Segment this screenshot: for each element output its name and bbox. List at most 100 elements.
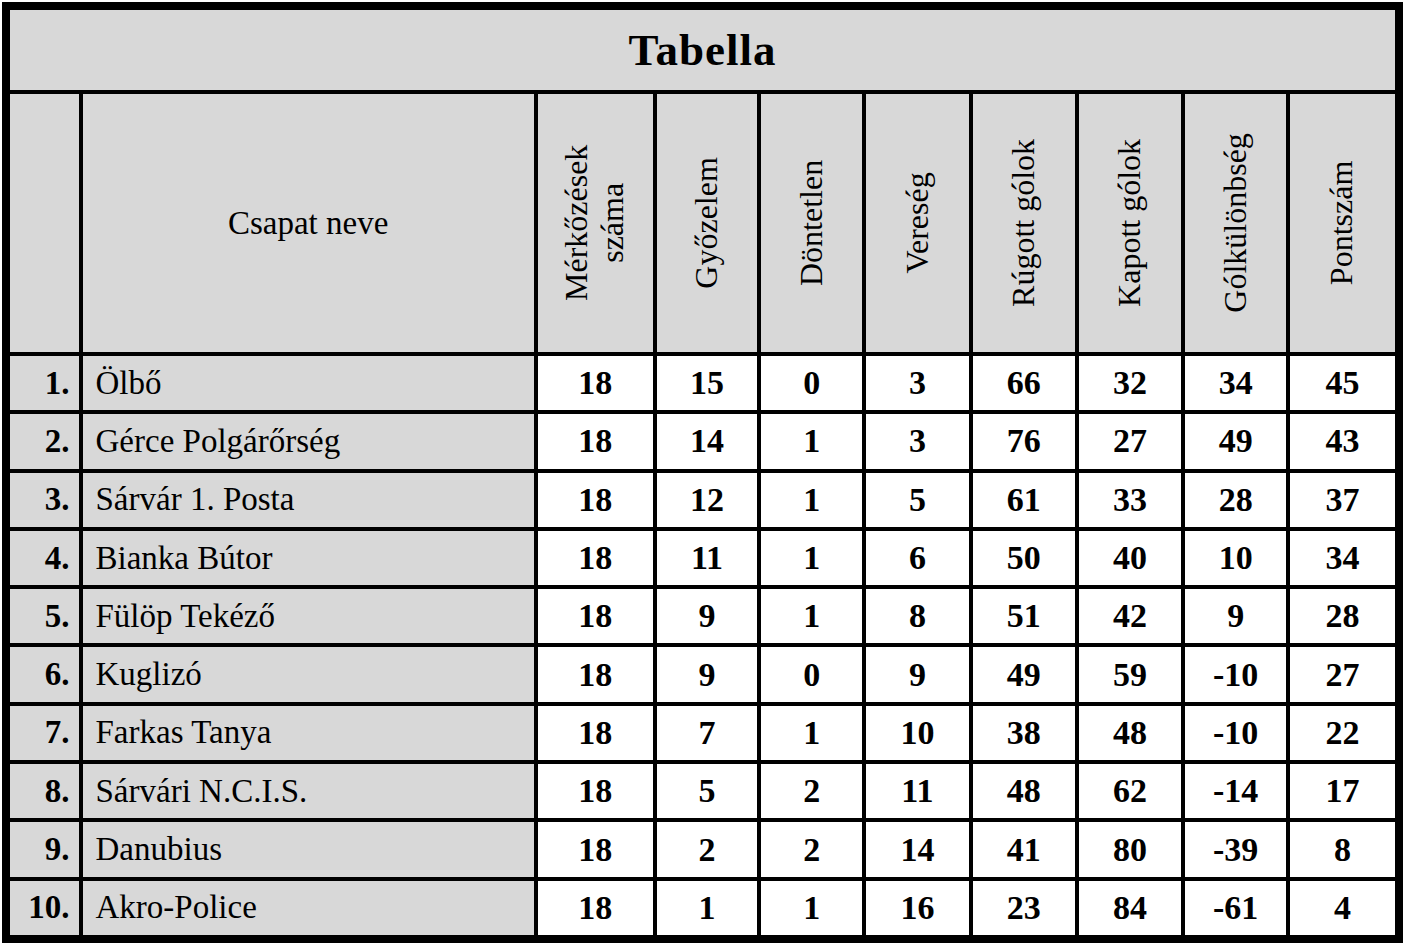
column-header-label: Kapott gólok xyxy=(1112,139,1148,307)
stat-cell: 18 xyxy=(536,879,655,939)
stat-cell: 76 xyxy=(971,412,1077,470)
vertical-text-wrap: Mérkőzések száma xyxy=(538,94,653,352)
stat-cell: 80 xyxy=(1077,820,1184,878)
table-row: 8.Sárvári N.C.I.S.1852114862-1417 xyxy=(6,762,1399,820)
stat-cell: 28 xyxy=(1183,471,1288,529)
stat-cell: 33 xyxy=(1077,471,1184,529)
stat-cell: 8 xyxy=(864,587,971,645)
stat-cell: 2 xyxy=(655,820,760,878)
stat-cell: 17 xyxy=(1288,762,1399,820)
stat-cell: 18 xyxy=(536,529,655,587)
team-name-cell: Kuglizó xyxy=(81,645,536,703)
team-name-cell: Danubius xyxy=(81,820,536,878)
stat-cell: 43 xyxy=(1288,412,1399,470)
stat-cell: 9 xyxy=(1183,587,1288,645)
team-name-header: Csapat neve xyxy=(81,92,536,354)
stat-cell: 62 xyxy=(1077,762,1184,820)
stat-cell: 5 xyxy=(864,471,971,529)
stat-cell: 18 xyxy=(536,704,655,762)
stat-cell: 8 xyxy=(1288,820,1399,878)
stat-cell: 22 xyxy=(1288,704,1399,762)
vertical-text-wrap: Pontszám xyxy=(1290,94,1395,352)
vertical-text-wrap: Kapott gólok xyxy=(1079,94,1182,352)
stat-cell: 2 xyxy=(759,762,864,820)
column-header-label: Döntetlen xyxy=(794,160,830,286)
stat-cell: 48 xyxy=(1077,704,1184,762)
stat-cell: 14 xyxy=(864,820,971,878)
stat-cell: 32 xyxy=(1077,354,1184,412)
rank-cell: 9. xyxy=(6,820,81,878)
document-sheet: Tabella Csapat neve Mérkőzések száma Győz… xyxy=(0,0,1408,943)
stat-cell: 27 xyxy=(1077,412,1184,470)
stat-cell: 1 xyxy=(759,529,864,587)
table-row: 9.Danubius1822144180-398 xyxy=(6,820,1399,878)
stat-cell: 48 xyxy=(971,762,1077,820)
stat-cell: 18 xyxy=(536,587,655,645)
column-header-label: Győzelem xyxy=(689,157,725,289)
column-header-stat-1: Győzelem xyxy=(655,92,760,354)
column-header-stat-0: Mérkőzések száma xyxy=(536,92,655,354)
rank-cell: 6. xyxy=(6,645,81,703)
stat-cell: 9 xyxy=(655,587,760,645)
stat-cell: 18 xyxy=(536,762,655,820)
stat-cell: 1 xyxy=(759,879,864,939)
stat-cell: 45 xyxy=(1288,354,1399,412)
stat-cell: 66 xyxy=(971,354,1077,412)
stat-cell: 37 xyxy=(1288,471,1399,529)
column-header-row: Csapat neve Mérkőzések száma Győzelem Dönt… xyxy=(6,92,1399,354)
stat-cell: -39 xyxy=(1183,820,1288,878)
table-row: 5.Fülöp Tekéző189185142928 xyxy=(6,587,1399,645)
column-header-stat-6: Gólkülönbség xyxy=(1183,92,1288,354)
column-header-stat-5: Kapott gólok xyxy=(1077,92,1184,354)
stat-cell: 34 xyxy=(1288,529,1399,587)
team-name-cell: Sárvári N.C.I.S. xyxy=(81,762,536,820)
stat-cell: 1 xyxy=(759,704,864,762)
table-row: 2.Gérce Polgárőrség18141376274943 xyxy=(6,412,1399,470)
stat-cell: 18 xyxy=(536,820,655,878)
stat-cell: 27 xyxy=(1288,645,1399,703)
rank-cell: 1. xyxy=(6,354,81,412)
stat-cell: 18 xyxy=(536,471,655,529)
rank-cell: 2. xyxy=(6,412,81,470)
stat-cell: 0 xyxy=(759,354,864,412)
stat-cell: -61 xyxy=(1183,879,1288,939)
stat-cell: 11 xyxy=(655,529,760,587)
standings-table: Tabella Csapat neve Mérkőzések száma Győz… xyxy=(2,2,1403,943)
table-title: Tabella xyxy=(6,6,1399,92)
stat-cell: 0 xyxy=(759,645,864,703)
team-name-cell: Sárvár 1. Posta xyxy=(81,471,536,529)
stat-cell: 16 xyxy=(864,879,971,939)
title-row: Tabella xyxy=(6,6,1399,92)
stat-cell: 40 xyxy=(1077,529,1184,587)
vertical-text-wrap: Döntetlen xyxy=(761,94,862,352)
team-name-cell: Fülöp Tekéző xyxy=(81,587,536,645)
stat-cell: 50 xyxy=(971,529,1077,587)
stat-cell: 42 xyxy=(1077,587,1184,645)
stat-cell: 49 xyxy=(1183,412,1288,470)
stat-cell: 18 xyxy=(536,354,655,412)
vertical-text-wrap: Rúgott gólok xyxy=(973,94,1075,352)
stat-cell: 9 xyxy=(864,645,971,703)
team-name-cell: Ölbő xyxy=(81,354,536,412)
stat-cell: 84 xyxy=(1077,879,1184,939)
stat-cell: 6 xyxy=(864,529,971,587)
stat-cell: 2 xyxy=(759,820,864,878)
table-row: 7.Farkas Tanya1871103848-1022 xyxy=(6,704,1399,762)
column-header-label: Pontszám xyxy=(1325,161,1361,285)
rank-cell: 3. xyxy=(6,471,81,529)
stat-cell: 38 xyxy=(971,704,1077,762)
stat-cell: 1 xyxy=(759,587,864,645)
team-name-cell: Bianka Bútor xyxy=(81,529,536,587)
vertical-text-wrap: Gólkülönbség xyxy=(1185,94,1286,352)
rank-cell: 5. xyxy=(6,587,81,645)
vertical-text-wrap: Győzelem xyxy=(657,94,758,352)
stat-cell: 3 xyxy=(864,412,971,470)
stat-cell: 10 xyxy=(1183,529,1288,587)
stat-cell: 1 xyxy=(655,879,760,939)
stat-cell: 3 xyxy=(864,354,971,412)
rank-cell: 4. xyxy=(6,529,81,587)
table-row: 10.Akro-Police1811162384-614 xyxy=(6,879,1399,939)
column-header-label: Rúgott gólok xyxy=(1006,139,1042,307)
stat-cell: 4 xyxy=(1288,879,1399,939)
stat-cell: 59 xyxy=(1077,645,1184,703)
